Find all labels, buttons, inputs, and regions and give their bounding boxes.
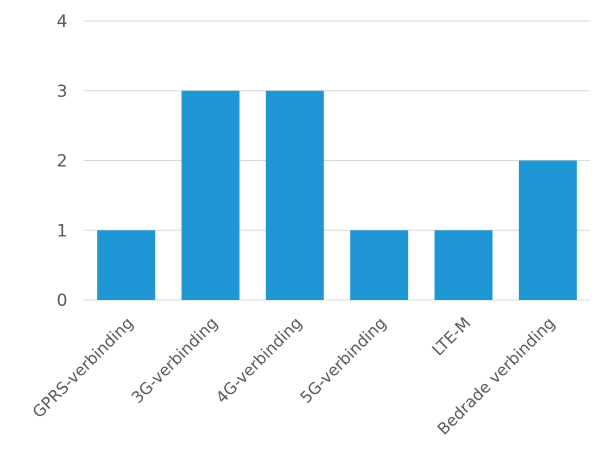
y-tick-label: 0 [57, 291, 68, 311]
y-tick-label: 1 [57, 221, 68, 241]
bar [518, 160, 577, 300]
y-tick-label: 4 [57, 12, 68, 32]
x-tick-label: GPRS-verbinding [29, 313, 137, 421]
bar [434, 230, 493, 300]
x-tick-label: 4G-verbinding [212, 313, 306, 407]
bars [97, 90, 577, 300]
bar [265, 90, 324, 300]
bar [350, 230, 409, 300]
bar [181, 90, 240, 300]
gridlines [84, 20, 590, 301]
x-tick-label: 5G-verbinding [296, 313, 390, 407]
y-axis: 0 1 2 3 4 [57, 12, 68, 311]
x-axis: GPRS-verbinding3G-verbinding4G-verbindin… [29, 313, 559, 438]
y-tick-label: 3 [57, 82, 68, 102]
x-tick-label: 3G-verbinding [128, 313, 222, 407]
bar [97, 230, 156, 300]
x-tick-label: LTE-M [428, 313, 474, 359]
y-tick-label: 2 [57, 152, 68, 172]
